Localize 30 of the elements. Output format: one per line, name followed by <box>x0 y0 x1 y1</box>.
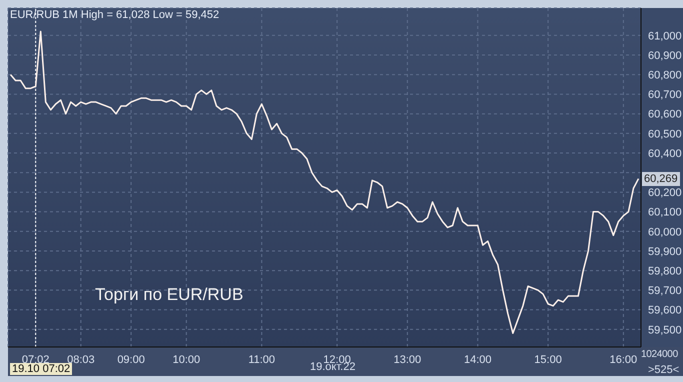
text: 19.10 07:02 <box>10 363 72 375</box>
y-tick-label: 60,700 <box>648 89 682 102</box>
x-tick-label: 13:00 <box>394 354 422 366</box>
x-tick-label: 15:00 <box>534 354 562 366</box>
x-tick-label: 14:00 <box>464 354 492 366</box>
y-tick-label: 60,900 <box>648 50 682 62</box>
x-tick-label: 09:00 <box>117 354 145 366</box>
y-tick-label: 60,800 <box>648 70 682 82</box>
y-tick-label: 60,200 <box>648 187 682 200</box>
x-tick-label: 08:03 <box>67 354 95 366</box>
x-tick-label: 16:00 <box>610 354 638 366</box>
text: >525< <box>648 364 680 376</box>
y-tick-label: 59,900 <box>648 246 682 258</box>
x-tick-label: 11:00 <box>248 354 276 366</box>
x-tick-label: 10:00 <box>172 354 200 366</box>
annotation: Торги по EUR/RUB <box>95 285 244 305</box>
y-tick-label: 59,800 <box>648 265 682 278</box>
y-tick-label: 59,600 <box>648 304 682 317</box>
y-tick-label: 60,100 <box>648 206 682 219</box>
y-tick-label: 60,000 <box>648 226 682 238</box>
y-tick-label: 60,400 <box>648 148 682 160</box>
y-tick-label: 60,500 <box>648 128 682 140</box>
line-series <box>10 30 640 334</box>
y-tick-label: 59,500 <box>648 324 682 336</box>
chart-title: EUR/RUB 1M High = 61,028 Low = 59,452 <box>10 9 220 21</box>
y-tick-label: 59,700 <box>648 285 682 298</box>
text: 1024000 <box>641 349 678 360</box>
annotation: 60,269 <box>642 172 680 186</box>
y-tick-label: 60,600 <box>648 108 682 121</box>
y-tick-label: 61,000 <box>648 30 682 42</box>
